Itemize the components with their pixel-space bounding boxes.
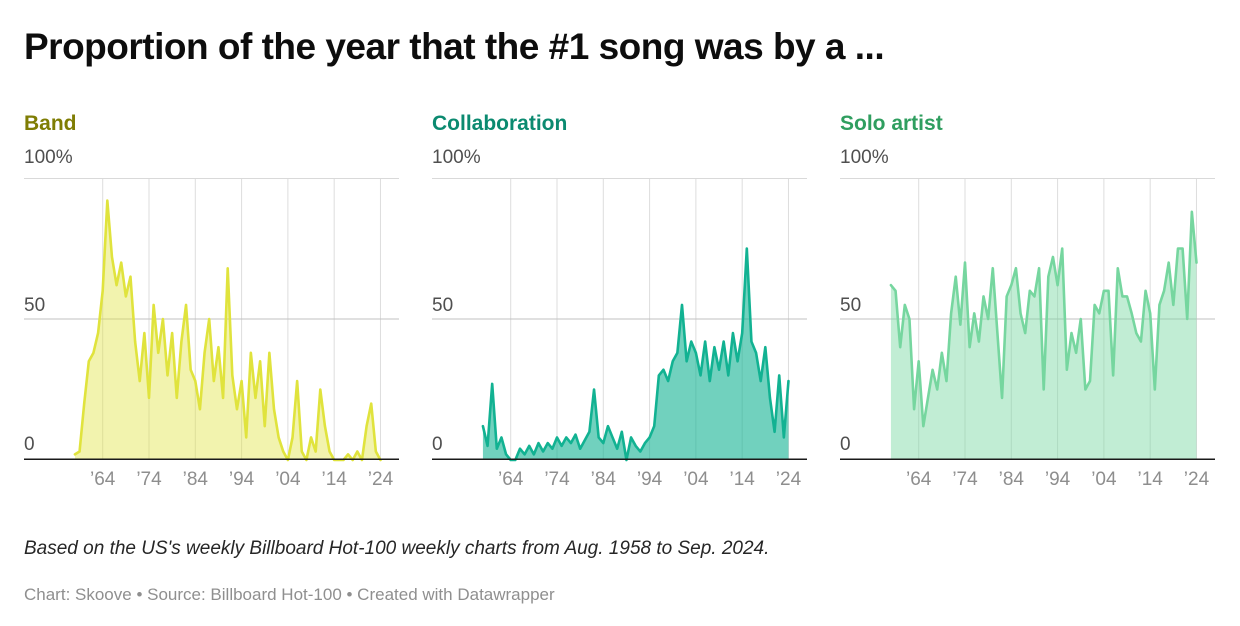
page-title: Proportion of the year that the #1 song … bbox=[24, 26, 885, 67]
y-tick-label-50: 50 bbox=[24, 295, 46, 316]
y-tick-label-0: 0 bbox=[24, 434, 35, 455]
series-label-band: Band bbox=[24, 112, 77, 135]
x-tick-label: ’64 bbox=[90, 469, 116, 490]
panel-band: Band 100% 50 0 ’64 ’74 ’84 ’94 ’04 ’14 ’24 bbox=[24, 112, 399, 497]
y-tick-label-100: 100% bbox=[432, 147, 481, 168]
x-tick-label: ’24 bbox=[367, 469, 394, 490]
x-tick-label: ’64 bbox=[906, 469, 932, 490]
area-chart-collaboration bbox=[432, 178, 807, 462]
x-tick-label: ’74 bbox=[952, 469, 978, 490]
x-tick-label: ’04 bbox=[683, 469, 709, 490]
series-label-collaboration: Collaboration bbox=[432, 112, 568, 135]
y-tick-label-0: 0 bbox=[432, 434, 443, 455]
x-tick-label: ’64 bbox=[498, 469, 524, 490]
charts-row: Band 100% 50 0 ’64 ’74 ’84 ’94 ’04 ’14 ’24 Col… bbox=[24, 112, 1216, 497]
x-tick-label: ’24 bbox=[1183, 469, 1210, 490]
x-tick-label: ’14 bbox=[321, 469, 347, 490]
x-tick-label: ’04 bbox=[275, 469, 301, 490]
y-tick-label-0: 0 bbox=[840, 434, 851, 455]
x-axis-solo-artist: ’64 ’74 ’84 ’94 ’04 ’14 ’24 bbox=[840, 469, 1215, 497]
area-chart-solo-artist bbox=[840, 178, 1215, 460]
x-tick-label: ’94 bbox=[636, 469, 663, 490]
plot-band: 50 0 bbox=[24, 178, 399, 462]
x-tick-label: ’74 bbox=[544, 469, 570, 490]
series-label-solo-artist: Solo artist bbox=[840, 112, 943, 135]
footnote: Based on the US's weekly Billboard Hot-1… bbox=[24, 538, 770, 559]
y-tick-label-50: 50 bbox=[432, 295, 454, 316]
y-tick-label-50: 50 bbox=[840, 295, 862, 316]
area-chart-band bbox=[24, 178, 399, 462]
plot-solo-artist: 50 0 bbox=[840, 178, 1215, 460]
x-tick-label: ’84 bbox=[590, 469, 616, 490]
x-axis-band: ’64 ’74 ’84 ’94 ’04 ’14 ’24 bbox=[24, 469, 399, 497]
x-tick-label: ’84 bbox=[998, 469, 1024, 490]
y-tick-label-100: 100% bbox=[24, 147, 73, 168]
y-tick-label-100: 100% bbox=[840, 147, 889, 168]
panel-solo-artist: Solo artist 100% 50 0 ’64 ’74 ’84 ’94 ’04 ’14… bbox=[840, 112, 1215, 497]
panel-collaboration: Collaboration 100% 50 0 ’64’74’84’94’04’… bbox=[432, 112, 807, 497]
x-tick-label: ’24 bbox=[775, 469, 802, 490]
x-tick-label: ’94 bbox=[1044, 469, 1071, 490]
x-tick-label: ’04 bbox=[1091, 469, 1117, 490]
x-tick-label: ’94 bbox=[228, 469, 255, 490]
x-tick-label: ’14 bbox=[729, 469, 755, 490]
x-tick-label: ’84 bbox=[182, 469, 208, 490]
x-axis-collaboration: ’64 ’74 ’84 ’94 ’04 ’14 ’24 bbox=[432, 469, 807, 497]
plot-collaboration: 50 0 bbox=[432, 178, 807, 462]
credit-line: Chart: Skoove • Source: Billboard Hot-10… bbox=[24, 585, 555, 604]
x-tick-label: ’74 bbox=[136, 469, 162, 490]
x-tick-label: ’14 bbox=[1137, 469, 1163, 490]
